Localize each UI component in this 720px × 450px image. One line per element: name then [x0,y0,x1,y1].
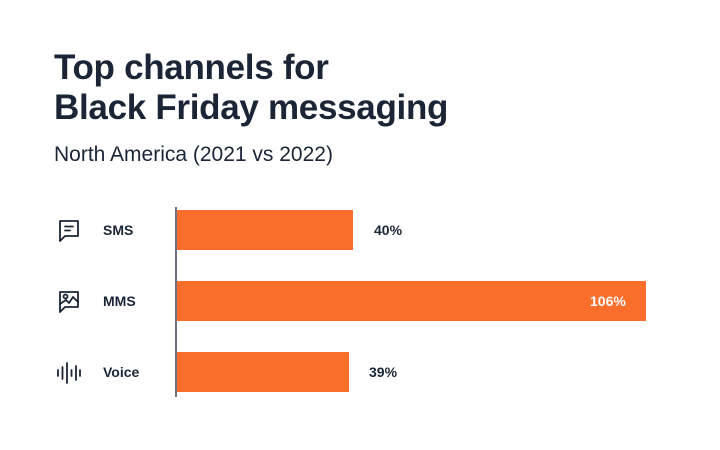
value-label-voice: 39% [369,364,398,380]
category-label-mms: MMS [103,293,136,309]
image-message-icon [56,289,82,315]
bar-voice [177,352,349,392]
chart-title: Top channels for Black Friday messaging [54,48,448,128]
bar-sms [177,210,353,250]
category-label-sms: SMS [103,222,134,238]
bar-row-voice: Voice 39% [0,352,720,392]
category-label-voice: Voice [103,364,140,380]
bar-row-mms: MMS 106% [0,281,720,321]
chat-message-icon [56,218,82,244]
chart-subtitle: North America (2021 vs 2022) [54,143,333,166]
chart-title-line-1: Top channels for [54,48,329,87]
bar-row-sms: SMS 40% [0,210,720,250]
sound-wave-icon [56,360,82,386]
y-axis-line [175,207,177,397]
value-label-mms: 106% [590,293,626,309]
value-label-sms: 40% [374,222,403,238]
chart-title-line-2: Black Friday messaging [54,88,449,127]
bar-mms [177,281,646,321]
